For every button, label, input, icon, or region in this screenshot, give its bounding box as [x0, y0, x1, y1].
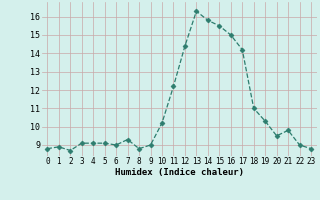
X-axis label: Humidex (Indice chaleur): Humidex (Indice chaleur) — [115, 168, 244, 177]
